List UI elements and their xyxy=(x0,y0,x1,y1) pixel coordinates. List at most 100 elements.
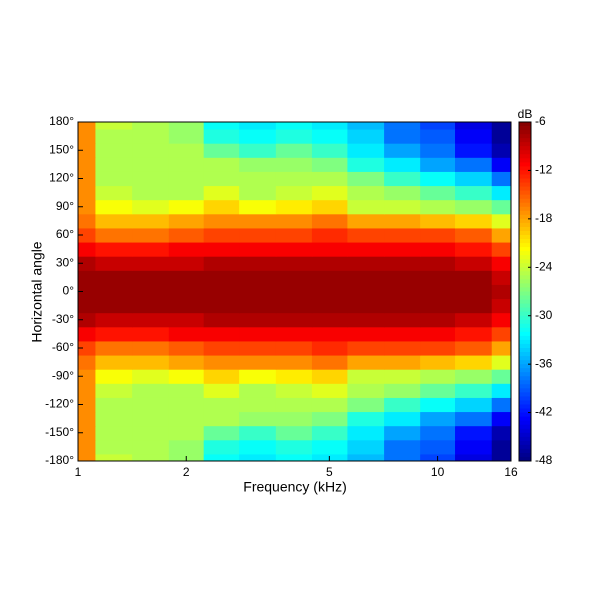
colorbar-swatch xyxy=(519,392,531,397)
contour-cell xyxy=(239,284,277,300)
contour-cell xyxy=(455,298,493,314)
contour-cell xyxy=(132,369,170,384)
contour-cell xyxy=(491,425,512,441)
colorbar-swatch xyxy=(519,279,531,284)
colorbar-swatch xyxy=(519,251,531,256)
contour-cell xyxy=(491,298,512,314)
colorbar-swatch xyxy=(519,408,531,414)
contour-cell xyxy=(239,425,277,441)
contour-cell xyxy=(95,284,133,300)
colorbar-tick-label: -48 xyxy=(535,453,553,467)
contour-cell xyxy=(203,312,240,328)
contour-cell xyxy=(384,369,421,384)
contour-cell xyxy=(455,199,493,215)
contour-cell xyxy=(420,439,456,455)
y-tick-label: 180° xyxy=(49,114,74,128)
contour-cell xyxy=(491,185,512,201)
colorbar-swatch xyxy=(519,166,531,171)
contour-cell xyxy=(132,355,170,370)
contour-cell xyxy=(132,157,170,172)
contour-cell xyxy=(311,157,348,172)
contour-cell xyxy=(347,213,385,229)
contour-cell xyxy=(95,411,133,427)
contour-cell xyxy=(132,397,170,413)
contour-cell xyxy=(78,171,96,187)
contour-cell xyxy=(168,122,205,130)
contour-cell xyxy=(384,129,421,144)
colorbar-swatch xyxy=(519,162,531,167)
contour-cell xyxy=(347,383,385,398)
contour-cell xyxy=(455,340,493,356)
contour-cell xyxy=(203,355,240,370)
contour-cell xyxy=(275,284,313,300)
colorbar-swatch xyxy=(519,303,531,309)
colorbar-swatch xyxy=(519,154,531,159)
colorbar-swatch xyxy=(519,420,531,426)
contour-cell xyxy=(491,171,512,187)
colorbar-swatch xyxy=(519,335,531,341)
colorbar-swatch xyxy=(519,295,531,301)
colorbar-swatch xyxy=(519,138,531,143)
contour-cell xyxy=(491,242,512,257)
contour-cell xyxy=(384,298,421,314)
contour-cell xyxy=(168,383,205,398)
contour-cell xyxy=(239,185,277,201)
colorbar-swatch xyxy=(519,243,531,248)
contour-cell xyxy=(491,122,512,130)
colorbar-swatch xyxy=(519,263,531,268)
contour-cell xyxy=(275,199,313,215)
colorbar-swatch xyxy=(519,226,531,232)
contour-cell xyxy=(168,157,205,172)
contour-cell xyxy=(275,227,313,243)
contour-cell xyxy=(347,369,385,384)
contour-cell xyxy=(239,411,277,427)
contour-cell xyxy=(347,122,385,130)
contour-cell xyxy=(239,312,277,328)
colorbar-swatch xyxy=(519,432,531,438)
contour-cell xyxy=(347,199,385,215)
contour-cell xyxy=(78,439,96,455)
contour-cell xyxy=(95,340,133,356)
contour-cell xyxy=(491,411,512,427)
contour-cell xyxy=(311,199,348,215)
colorbar-swatch xyxy=(519,396,531,401)
colorbar-swatch xyxy=(519,412,531,418)
contour-cell xyxy=(311,298,348,314)
contour-cell xyxy=(455,411,493,427)
contour-cell xyxy=(95,256,133,271)
contour-cell xyxy=(384,256,421,271)
colorbar-swatch xyxy=(519,247,531,252)
colorbar-swatch xyxy=(519,307,531,313)
colorbar-tick-label: -18 xyxy=(535,211,553,225)
contour-cell xyxy=(420,298,456,314)
contour-cell xyxy=(78,298,96,314)
contour-cell xyxy=(275,129,313,144)
contour-cell xyxy=(420,397,456,413)
contour-cell xyxy=(78,397,96,413)
colorbar-swatch xyxy=(519,364,531,369)
contour-cell xyxy=(491,129,512,144)
contour-cell xyxy=(455,270,493,285)
contour-cell xyxy=(95,143,133,158)
contour-cell xyxy=(168,397,205,413)
colorbar-swatch xyxy=(519,291,531,297)
contour-cell xyxy=(384,284,421,300)
contour-cell xyxy=(203,369,240,384)
colorbar-swatch xyxy=(519,259,531,264)
contour-cell xyxy=(455,355,493,370)
contour-cell xyxy=(491,227,512,243)
contour-cell xyxy=(78,411,96,427)
contour-cell xyxy=(384,312,421,328)
contour-cell xyxy=(420,157,456,172)
contour-cell xyxy=(491,383,512,398)
colorbar-swatch xyxy=(519,331,531,337)
colorbar-swatch xyxy=(519,368,531,373)
contour-cell xyxy=(347,185,385,201)
colorbar-swatch xyxy=(519,376,531,381)
contour-cell xyxy=(420,383,456,398)
colorbar-swatch xyxy=(519,198,531,204)
y-axis-label: Horizontal angle xyxy=(29,241,45,342)
contour-cell xyxy=(95,199,133,215)
contour-cell xyxy=(275,326,313,342)
colorbar-swatch xyxy=(519,416,531,422)
